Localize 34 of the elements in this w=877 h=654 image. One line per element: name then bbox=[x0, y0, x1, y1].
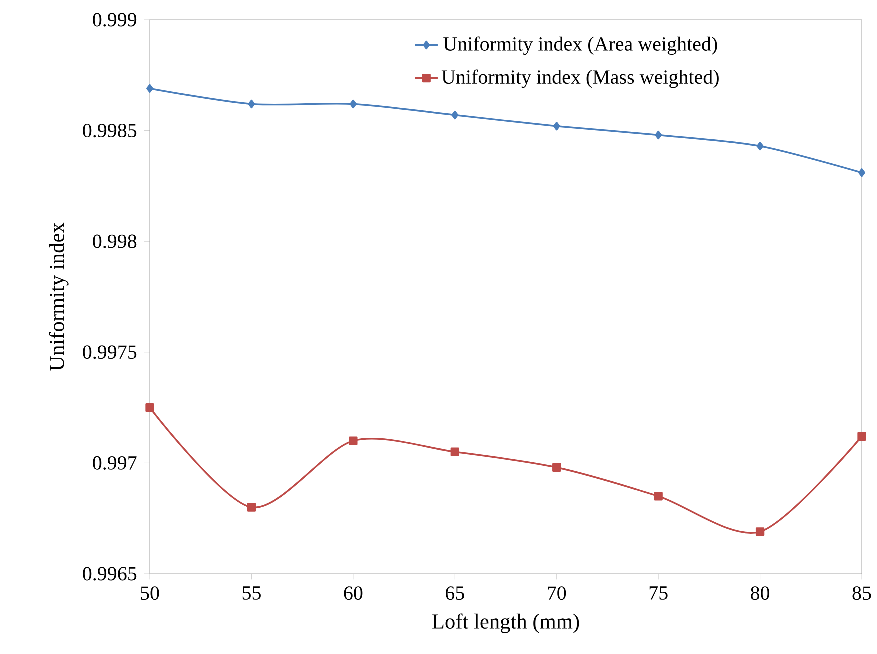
x-tick-label: 70 bbox=[548, 586, 566, 600]
point bbox=[247, 503, 256, 512]
y-tick-label: 0.9965 bbox=[83, 567, 137, 581]
x-tick-label: 50 bbox=[141, 586, 160, 600]
x-tick-label: 60 bbox=[344, 586, 363, 600]
point bbox=[858, 168, 866, 178]
point bbox=[756, 528, 765, 536]
point bbox=[146, 403, 154, 412]
point bbox=[248, 100, 256, 109]
y-tick-label: 0.997 bbox=[93, 456, 137, 470]
x-tick-label: 75 bbox=[650, 586, 668, 600]
y-tick-label: 0.9975 bbox=[83, 346, 137, 360]
point bbox=[552, 463, 562, 472]
x-tick-label: 85 bbox=[852, 586, 872, 600]
point bbox=[654, 492, 663, 501]
point bbox=[553, 122, 560, 131]
legend-label: Uniformity index (Area weighted) bbox=[444, 36, 718, 56]
y-tick-label: 0.9985 bbox=[83, 124, 137, 138]
point bbox=[350, 100, 357, 109]
y-tick-label: 0.998 bbox=[93, 234, 137, 248]
y-tick-label: 0.999 bbox=[93, 13, 137, 27]
x-tick-label: 80 bbox=[751, 586, 770, 600]
y-axis-title: Uniformity index bbox=[49, 222, 69, 371]
x-tick-label: 65 bbox=[446, 586, 464, 600]
point bbox=[146, 84, 154, 94]
x-tick-label: 55 bbox=[242, 586, 261, 600]
point bbox=[655, 130, 662, 140]
point bbox=[858, 432, 866, 441]
point bbox=[756, 142, 764, 151]
point bbox=[450, 448, 460, 456]
x-axis-title: Loft length (mm) bbox=[432, 614, 580, 634]
point bbox=[452, 110, 459, 120]
legend-label: Uniformity index (Mass weighted) bbox=[442, 70, 719, 88]
point bbox=[349, 436, 358, 446]
